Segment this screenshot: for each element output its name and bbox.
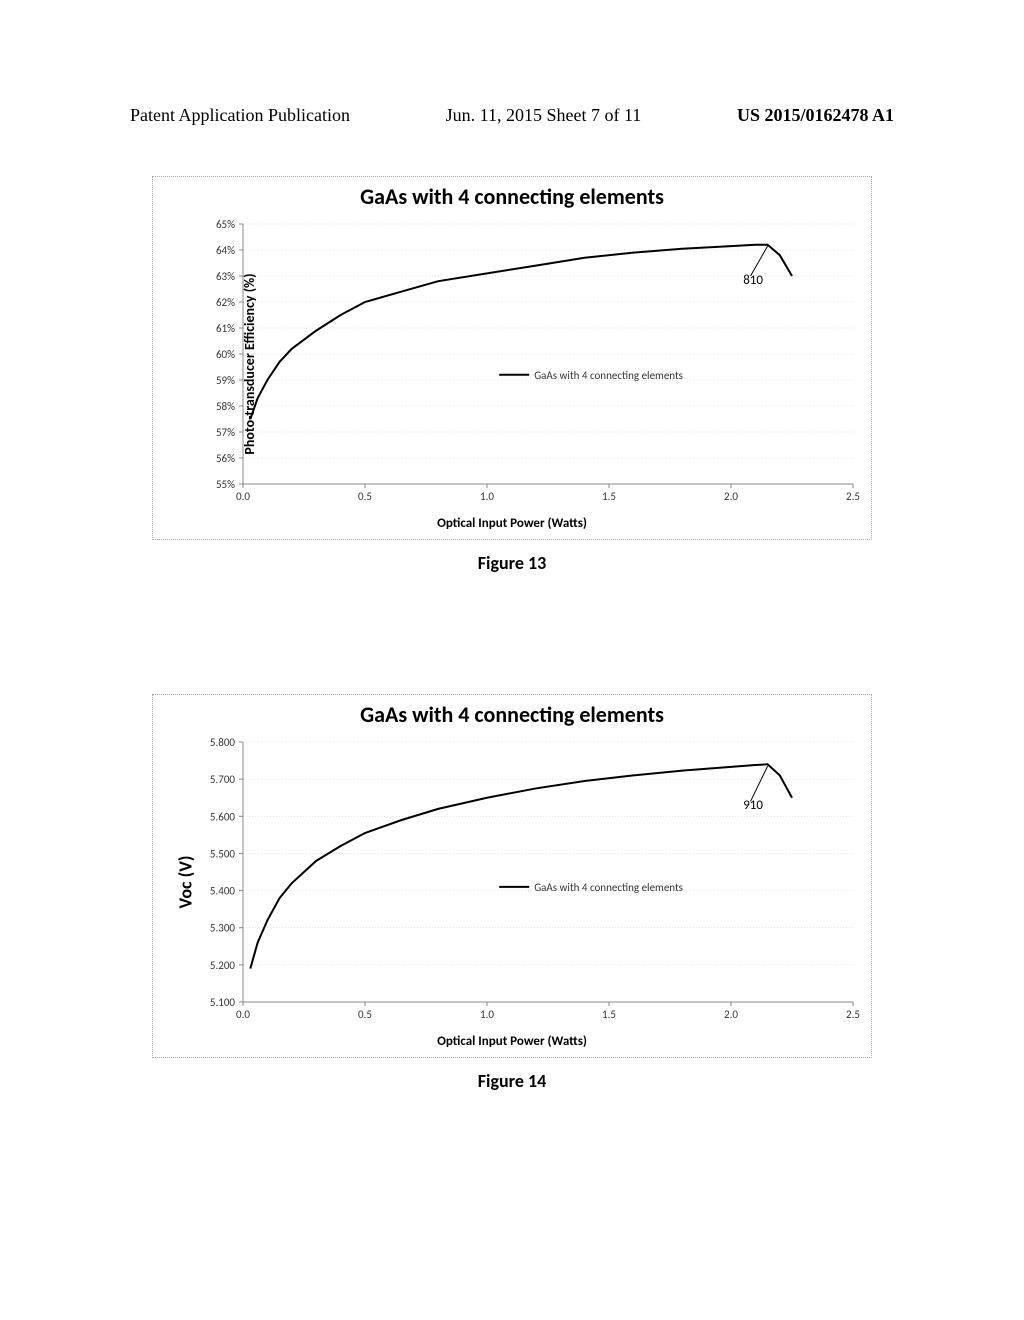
svg-text:5.500: 5.500: [210, 847, 236, 860]
header-center: Jun. 11, 2015 Sheet 7 of 11: [446, 105, 642, 126]
svg-text:5.400: 5.400: [210, 885, 236, 898]
svg-text:64%: 64%: [216, 244, 235, 257]
svg-text:1.0: 1.0: [480, 490, 494, 503]
chart-2-xlabel: Optical Input Power (Watts): [153, 1032, 871, 1057]
svg-text:2.5: 2.5: [846, 490, 860, 503]
header-pubnum: US 2015/0162478 A1: [737, 105, 894, 126]
svg-text:0.0: 0.0: [236, 490, 250, 503]
svg-text:1.5: 1.5: [602, 490, 616, 503]
svg-text:910: 910: [743, 798, 763, 813]
svg-text:1.0: 1.0: [480, 1008, 494, 1021]
svg-text:58%: 58%: [216, 400, 235, 413]
chart-2-title: GaAs with 4 connecting elements: [153, 695, 871, 732]
svg-text:2.5: 2.5: [846, 1008, 860, 1021]
header-left: Patent Application Publication: [130, 105, 350, 126]
svg-text:61%: 61%: [216, 322, 235, 335]
svg-text:0.0: 0.0: [236, 1008, 250, 1021]
svg-text:55%: 55%: [216, 478, 235, 491]
svg-text:5.200: 5.200: [210, 959, 236, 972]
svg-text:0.5: 0.5: [358, 1008, 372, 1021]
svg-text:2.0: 2.0: [724, 1008, 738, 1021]
svg-text:5.600: 5.600: [210, 810, 236, 823]
chart-2-svg: 5.100 5.200 5.300 5.400 5.500 5.600 5.700 5.800…: [153, 732, 873, 1032]
page-header: Patent Application Publication Jun. 11, …: [0, 0, 1024, 126]
svg-text:57%: 57%: [216, 426, 235, 439]
svg-text:63%: 63%: [216, 270, 235, 283]
chart-1-ylabel: Photo-transducer Efficiency (%): [241, 273, 258, 454]
svg-text:GaAs with 4 connecting element: GaAs with 4 connecting elements: [534, 881, 683, 894]
chart-2-ylabel: Voc (V): [174, 856, 196, 909]
svg-text:56%: 56%: [216, 452, 235, 465]
chart-2-container: GaAs with 4 connecting elements Voc (V) …: [152, 694, 872, 1058]
chart-1-svg: 55% 56% 57% 58% 59% 60% 61% 62% 63% 64% 65% 0.0 0.5 1…: [153, 214, 873, 514]
svg-text:62%: 62%: [216, 296, 235, 309]
figure-13-caption: Figure 13: [0, 552, 1024, 574]
svg-text:65%: 65%: [216, 218, 235, 231]
chart-1-container: GaAs with 4 connecting elements Photo-tr…: [152, 176, 872, 540]
chart-1-xlabel: Optical Input Power (Watts): [153, 514, 871, 539]
svg-text:1.5: 1.5: [602, 1008, 616, 1021]
chart-1-plot: Photo-transducer Efficiency (%) 55% 56% 57…: [153, 214, 871, 514]
svg-text:810: 810: [743, 273, 763, 288]
chart-2-plot: Voc (V) 5.1005.2005.3005.4005.5005.6005.…: [153, 732, 871, 1032]
svg-text:60%: 60%: [216, 348, 235, 361]
svg-text:5.100: 5.100: [210, 996, 236, 1009]
figure-14-caption: Figure 14: [0, 1070, 1024, 1092]
svg-text:2.0: 2.0: [724, 490, 738, 503]
svg-text:5.800: 5.800: [210, 736, 236, 749]
chart-1-title: GaAs with 4 connecting elements: [153, 177, 871, 214]
svg-text:59%: 59%: [216, 374, 235, 387]
svg-text:5.700: 5.700: [210, 773, 236, 786]
svg-text:5.300: 5.300: [210, 922, 236, 935]
svg-text:0.5: 0.5: [358, 490, 372, 503]
svg-text:GaAs with 4 connecting element: GaAs with 4 connecting elements: [534, 369, 683, 382]
